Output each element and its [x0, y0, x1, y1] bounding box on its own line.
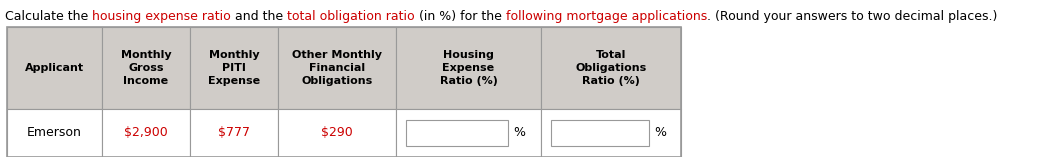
Text: $2,900: $2,900: [124, 127, 168, 140]
Text: %: %: [655, 127, 666, 140]
Text: $777: $777: [218, 127, 250, 140]
Bar: [190, 27, 278, 109]
Text: Emerson: Emerson: [27, 127, 82, 140]
Bar: [102, 27, 190, 109]
Text: (in %) for the: (in %) for the: [415, 10, 506, 23]
Bar: [278, 27, 396, 109]
Bar: [102, 109, 190, 157]
Bar: [541, 27, 681, 109]
Text: Total
Obligations
Ratio (%): Total Obligations Ratio (%): [575, 50, 646, 86]
Bar: [551, 120, 649, 146]
Bar: [7, 27, 102, 109]
Text: Monthly
Gross
Income: Monthly Gross Income: [121, 50, 172, 86]
Text: Monthly
PITI
Expense: Monthly PITI Expense: [208, 50, 260, 86]
Text: total obligation ratio: total obligation ratio: [287, 10, 415, 23]
Text: Housing
Expense
Ratio (%): Housing Expense Ratio (%): [440, 50, 497, 86]
Bar: [541, 109, 681, 157]
Text: $290: $290: [321, 127, 353, 140]
Text: . (Round your answers to two decimal places.): . (Round your answers to two decimal pla…: [707, 10, 997, 23]
Text: following mortgage applications: following mortgage applications: [506, 10, 707, 23]
Text: and the: and the: [231, 10, 287, 23]
Bar: [7, 109, 102, 157]
Text: Other Monthly
Financial
Obligations: Other Monthly Financial Obligations: [292, 50, 382, 86]
Bar: [396, 109, 541, 157]
Bar: [278, 109, 396, 157]
Text: Applicant: Applicant: [25, 63, 84, 73]
Text: housing expense ratio: housing expense ratio: [93, 10, 231, 23]
Bar: [7, 27, 681, 157]
Bar: [406, 120, 508, 146]
Text: Calculate the: Calculate the: [5, 10, 93, 23]
Bar: [190, 109, 278, 157]
Text: %: %: [513, 127, 526, 140]
Bar: [396, 27, 541, 109]
